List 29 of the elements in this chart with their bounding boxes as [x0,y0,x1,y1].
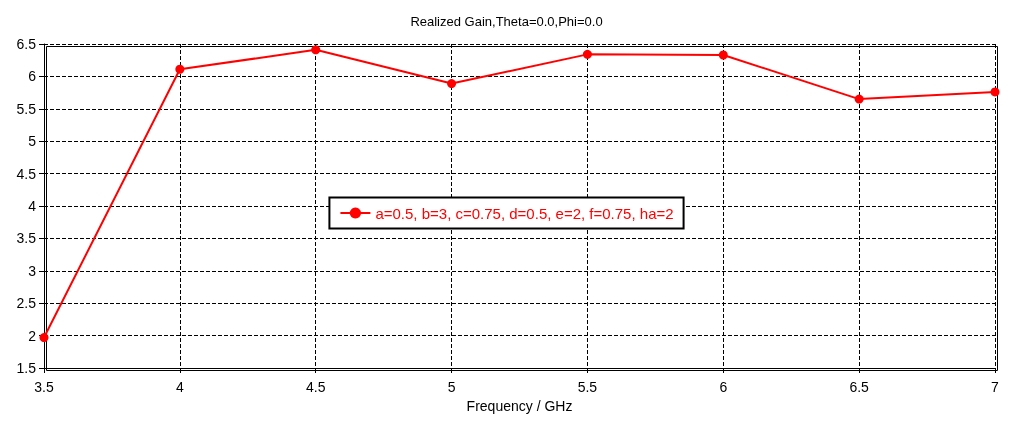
point [990,87,1000,97]
y-tick-label: 5 [28,133,37,150]
x-axis-title: Frequency / GHz [466,397,573,414]
point [582,49,592,59]
legend-label: a=0.5, b=3, c=0.75, d=0.5, e=2, f=0.75, ha=2 [375,204,674,222]
x-tick-label: 6 [719,379,728,395]
y-tick-label: 6.5 [16,36,37,52]
y-tick-label: 4 [28,198,37,214]
y-tick-label: 4.5 [16,165,37,182]
y-tick-label: 5.5 [16,100,37,117]
point [854,94,864,104]
x-tick-label: 7 [991,379,1000,395]
x-tick-label: 5 [447,379,456,395]
x-tick-label: 4 [175,379,184,395]
y-tick-label: 2.5 [16,295,37,312]
point [39,333,49,343]
point [311,45,321,55]
y-tick-label: 6 [28,68,37,85]
point [447,79,457,89]
y-tick-label: 3 [28,262,37,279]
x-tick-label: 6.5 [849,379,870,395]
point [175,64,185,74]
y-tick-label: 1.5 [16,360,37,376]
point [718,50,728,60]
x-tick-label: 5.5 [577,379,598,395]
y-tick-label: 3.5 [16,230,37,247]
chart-title: Realized Gain,Theta=0.0,Phi=0.0 [410,14,603,29]
x-tick-label: 4.5 [305,379,326,395]
y-tick-label: 2 [28,327,37,344]
